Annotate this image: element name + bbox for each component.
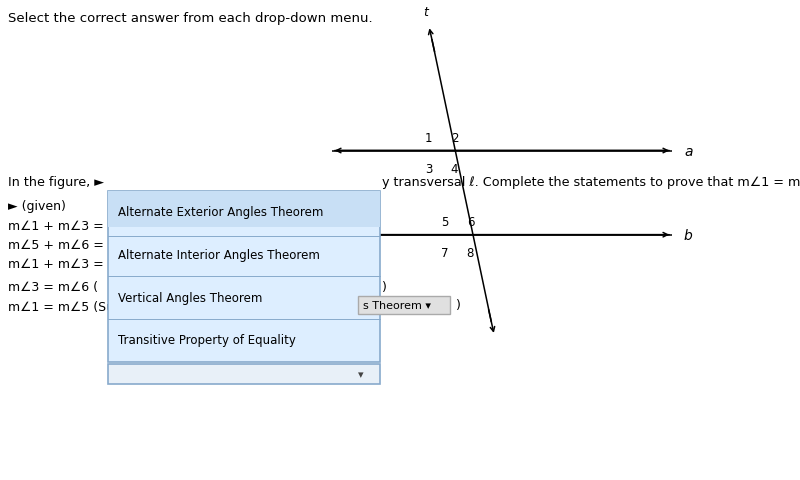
Bar (108, 192, 380, 228)
Text: ► (given): ► (given) (8, 200, 66, 213)
Text: 2: 2 (450, 131, 458, 144)
Text: Select the correct answer from each drop-down menu.: Select the correct answer from each drop… (8, 12, 373, 25)
Text: a: a (684, 144, 693, 158)
Bar (108, 364, 380, 384)
Text: s Theorem ▾: s Theorem ▾ (363, 300, 431, 310)
Text: m∠1 = m∠5 (Subtraction Property of Equality): m∠1 = m∠5 (Subtraction Property of Equal… (8, 300, 303, 314)
Text: m∠5 + m∠6 =: m∠5 + m∠6 = (8, 238, 104, 252)
Text: ▾: ▾ (358, 369, 364, 379)
Text: Vertical Angles Theorem: Vertical Angles Theorem (118, 291, 262, 304)
Text: Transitive Property of Equality: Transitive Property of Equality (118, 334, 295, 347)
Text: t: t (423, 6, 428, 19)
Text: b: b (684, 228, 693, 242)
Text: m∠3 = m∠6 (: m∠3 = m∠6 ( (8, 280, 98, 293)
Text: ): ) (382, 280, 387, 293)
Text: 1: 1 (425, 131, 433, 144)
Text: 6: 6 (466, 215, 474, 228)
Text: m∠1 + m∠3 =: m∠1 + m∠3 = (8, 257, 104, 271)
Text: y transversal ℓ. Complete the statements to prove that m∠1 = m∠5.: y transversal ℓ. Complete the statements… (382, 176, 800, 189)
Bar (358, 296, 450, 314)
Text: ): ) (456, 299, 461, 312)
Text: 3: 3 (425, 163, 433, 176)
Text: m∠1 + m∠3 =: m∠1 + m∠3 = (8, 219, 104, 232)
Text: In the figure, ►: In the figure, ► (8, 176, 104, 189)
Text: 5: 5 (441, 215, 449, 228)
Text: Alternate Exterior Angles Theorem: Alternate Exterior Angles Theorem (118, 206, 323, 219)
Text: 4: 4 (450, 163, 458, 176)
Text: Alternate Interior Angles Theorem: Alternate Interior Angles Theorem (118, 249, 319, 262)
Text: 8: 8 (466, 247, 474, 260)
Bar (108, 192, 380, 362)
Text: 7: 7 (441, 247, 449, 260)
